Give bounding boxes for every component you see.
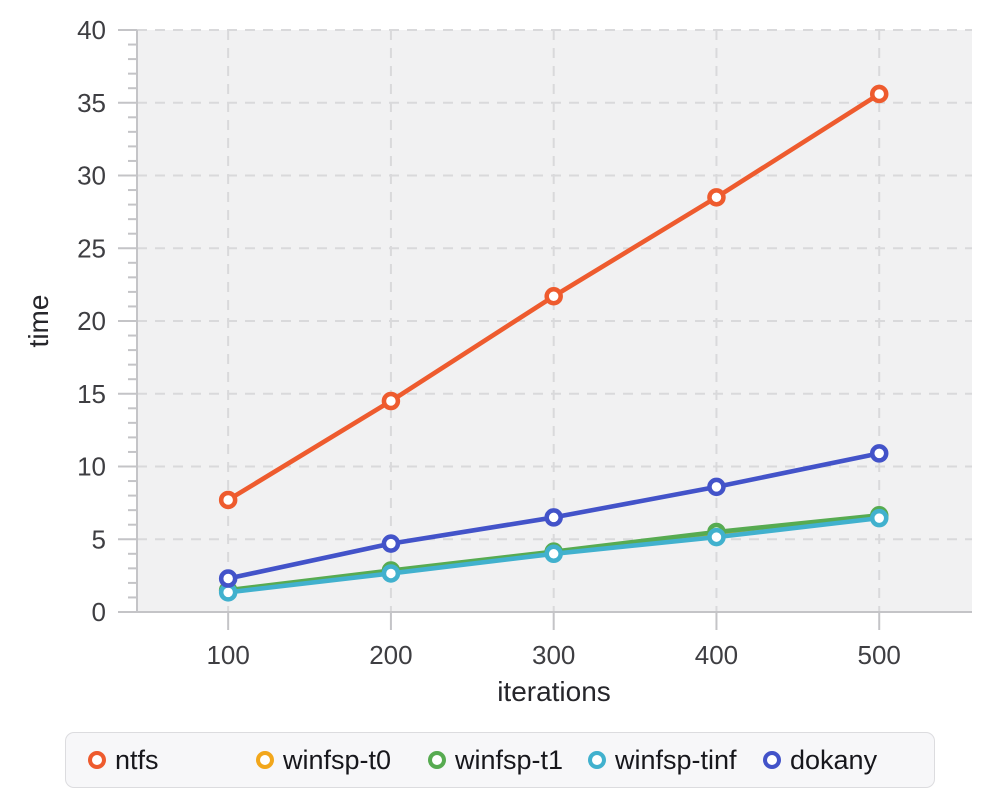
legend-label-winfsp-t0: winfsp-t0 [283,744,392,775]
marker-ntfs-500 [869,84,889,104]
marker-winfsp-tinf-500 [869,508,889,528]
y-tick-label: 10 [77,452,106,482]
legend-label-ntfs: ntfs [115,744,159,775]
legend-marker-winfsp-tinf-icon [588,751,606,769]
marker-winfsp-tinf-400 [707,527,726,547]
y-tick-label: 0 [92,597,106,627]
y-tick-label: 35 [77,88,106,118]
x-tick-label: 300 [532,640,575,670]
legend: ntfs winfsp-t0 winfsp-t1 winfsp-tinf dok… [65,732,935,788]
marker-dokany-300 [544,508,563,527]
y-tick-label: 5 [92,524,106,554]
x-tick-label: 200 [369,640,412,670]
marker-ntfs-300 [544,287,563,306]
tick-labels: 0 5 10 15 20 25 30 35 40 100 200 300 400 500 [77,15,901,670]
marker-winfsp-tinf-300 [544,544,563,564]
y-tick-label: 30 [77,161,106,191]
y-tick-label: 20 [77,306,106,336]
legend-item-winfsp-tinf[interactable]: winfsp-tinf [588,733,737,787]
y-tick-label: 15 [77,379,106,409]
x-axis-title: iterations [497,676,611,707]
marker-winfsp-tinf-200 [381,564,401,583]
y-axis-title: time [23,295,54,348]
marker-dokany-500 [869,444,889,463]
marker-ntfs-400 [707,188,726,207]
marker-dokany-400 [707,477,726,497]
marker-dokany-200 [381,534,401,553]
marker-ntfs-200 [381,391,401,411]
marker-ntfs-100 [218,490,238,510]
legend-item-ntfs[interactable]: ntfs [88,733,159,787]
legend-item-dokany[interactable]: dokany [763,733,877,787]
x-tick-label: 400 [695,640,738,670]
legend-marker-winfsp-t0-icon [256,751,274,769]
series-ntfs [218,84,889,510]
gridlines [137,29,972,612]
legend-marker-winfsp-t1-icon [428,751,446,769]
legend-label-dokany: dokany [790,744,878,775]
legend-marker-dokany-icon [763,751,781,769]
legend-item-winfsp-t1[interactable]: winfsp-t1 [428,733,563,787]
x-tick-label: 100 [206,640,249,670]
legend-marker-ntfs-icon [88,751,106,769]
marker-dokany-100 [218,569,238,588]
tick-marks [118,29,881,630]
x-tick-label: 500 [858,640,901,670]
legend-label-winfsp-tinf: winfsp-tinf [615,744,737,775]
legend-item-winfsp-t0[interactable]: winfsp-t0 [256,733,391,787]
data-series [218,84,889,602]
series-dokany [218,444,889,588]
y-tick-label: 40 [77,15,106,45]
legend-label-winfsp-t1: winfsp-t1 [455,744,564,775]
y-tick-label: 25 [77,233,106,263]
